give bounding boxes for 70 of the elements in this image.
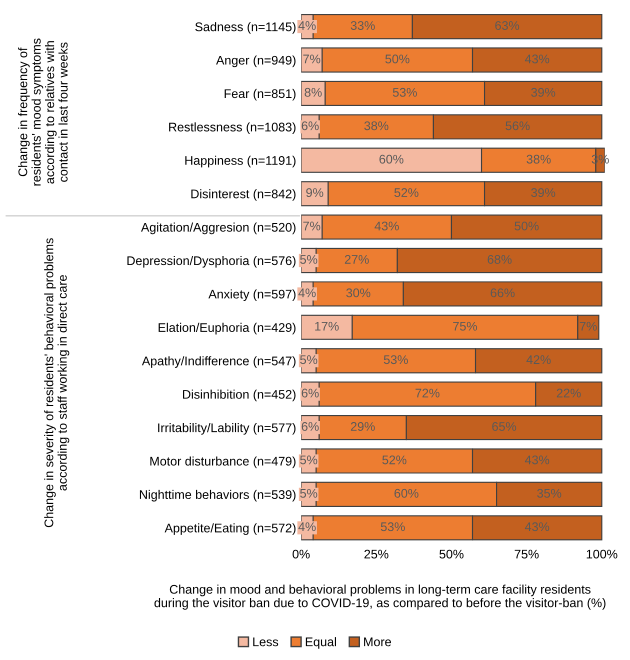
data-label: 35% [537, 488, 562, 498]
x-tick-label: 75% [514, 550, 539, 559]
y-tick-label: Agitation/Aggresion (n=520) [141, 222, 296, 234]
data-label: 22% [556, 388, 581, 398]
data-label: 17% [315, 322, 339, 331]
data-label: 68% [488, 255, 512, 264]
data-label: 52% [394, 188, 418, 198]
data-label: 63% [495, 21, 520, 30]
y-tick-label: Elation/Euphoria (n=429) [158, 322, 296, 334]
x-tick-label: 0% [292, 550, 310, 559]
data-label: 43% [524, 455, 550, 464]
data-label: 75% [453, 322, 478, 331]
y-tick-label: Anger (n=949) [216, 55, 296, 68]
y-tick-label: Sadness (n=1145) [195, 22, 296, 34]
data-label: 33% [350, 21, 375, 30]
data-label: 53% [380, 522, 405, 532]
y-tick-label: Motor disturbance (n=479) [150, 456, 296, 468]
data-label: 5% [300, 255, 318, 264]
data-label: 43% [524, 522, 550, 532]
y-tick-label: Fear (n=851) [224, 88, 296, 101]
y-tick-label: Disinterest (n=842) [191, 189, 296, 201]
data-label: 30% [346, 288, 370, 298]
y-tick-label: Irritability/Lability (n=577) [158, 423, 296, 435]
data-label: 29% [350, 422, 375, 431]
data-label: 5% [300, 456, 318, 464]
data-label: 6% [302, 121, 319, 130]
data-label: 72% [416, 388, 440, 398]
y-tick-label: Anxiety (n=597) [208, 289, 296, 302]
data-label: 56% [506, 121, 530, 130]
data-label: 7% [303, 54, 320, 64]
x-tick-label: 100% [586, 550, 618, 559]
y-tick-label: Restlessness (n=1083) [169, 122, 296, 134]
data-label: 52% [382, 455, 406, 464]
y-tick-label: Depression/Dysphoria (n=576) [127, 256, 296, 268]
data-label: 38% [526, 154, 551, 164]
y-tick-label: Apathy/Indifference (n=547) [142, 356, 296, 368]
text: Change in severity of residents' behavioral problems according to staff working in direct care [44, 238, 70, 528]
data-label: 7% [303, 222, 320, 230]
data-label: 39% [531, 88, 556, 97]
data-label: 39% [531, 188, 556, 198]
data-label: 60% [379, 154, 404, 164]
data-label: 66% [490, 288, 515, 298]
data-label: 60% [394, 488, 418, 498]
y-tick-label: Disinhibition (n=452) [183, 390, 296, 402]
data-label: 53% [392, 88, 417, 97]
data-label: 43% [374, 222, 399, 230]
data-label: 27% [344, 255, 369, 264]
x-tick-label: 50% [439, 550, 464, 559]
legend-label: More [364, 638, 391, 646]
data-label: 65% [492, 422, 516, 431]
data-label: 38% [364, 121, 388, 130]
y-tick-label: Nighttime behaviors (n=539) [140, 490, 296, 502]
data-label: 8% [304, 88, 322, 97]
data-label: 50% [514, 222, 539, 230]
y-tick-label: Appetite/Eating (n=572) [164, 523, 296, 535]
data-label: 6% [302, 388, 319, 398]
legend-label: Equal [306, 637, 336, 649]
data-label: 4% [298, 21, 316, 30]
x-tick-label: 25% [364, 550, 388, 559]
x-axis-title: Change in mood and behavioral problems in long-term care facility residents during the visitor ban due to COVID-19, as compared to before the visitor-ban (%) [154, 584, 606, 610]
legend-label: Less [253, 638, 278, 646]
data-label: 53% [384, 355, 408, 364]
data-label: 43% [524, 54, 550, 64]
data-label: 50% [385, 54, 410, 64]
y-tick-label: Happiness (n=1191) [185, 156, 296, 168]
data-label: 6% [302, 422, 319, 431]
text: Change in frequency of residents' mood symptoms according to relatives with contact in last four weeks [18, 38, 68, 186]
data-label: 9% [306, 188, 324, 198]
data-label: 42% [526, 355, 551, 364]
data-label: 7% [580, 322, 597, 331]
